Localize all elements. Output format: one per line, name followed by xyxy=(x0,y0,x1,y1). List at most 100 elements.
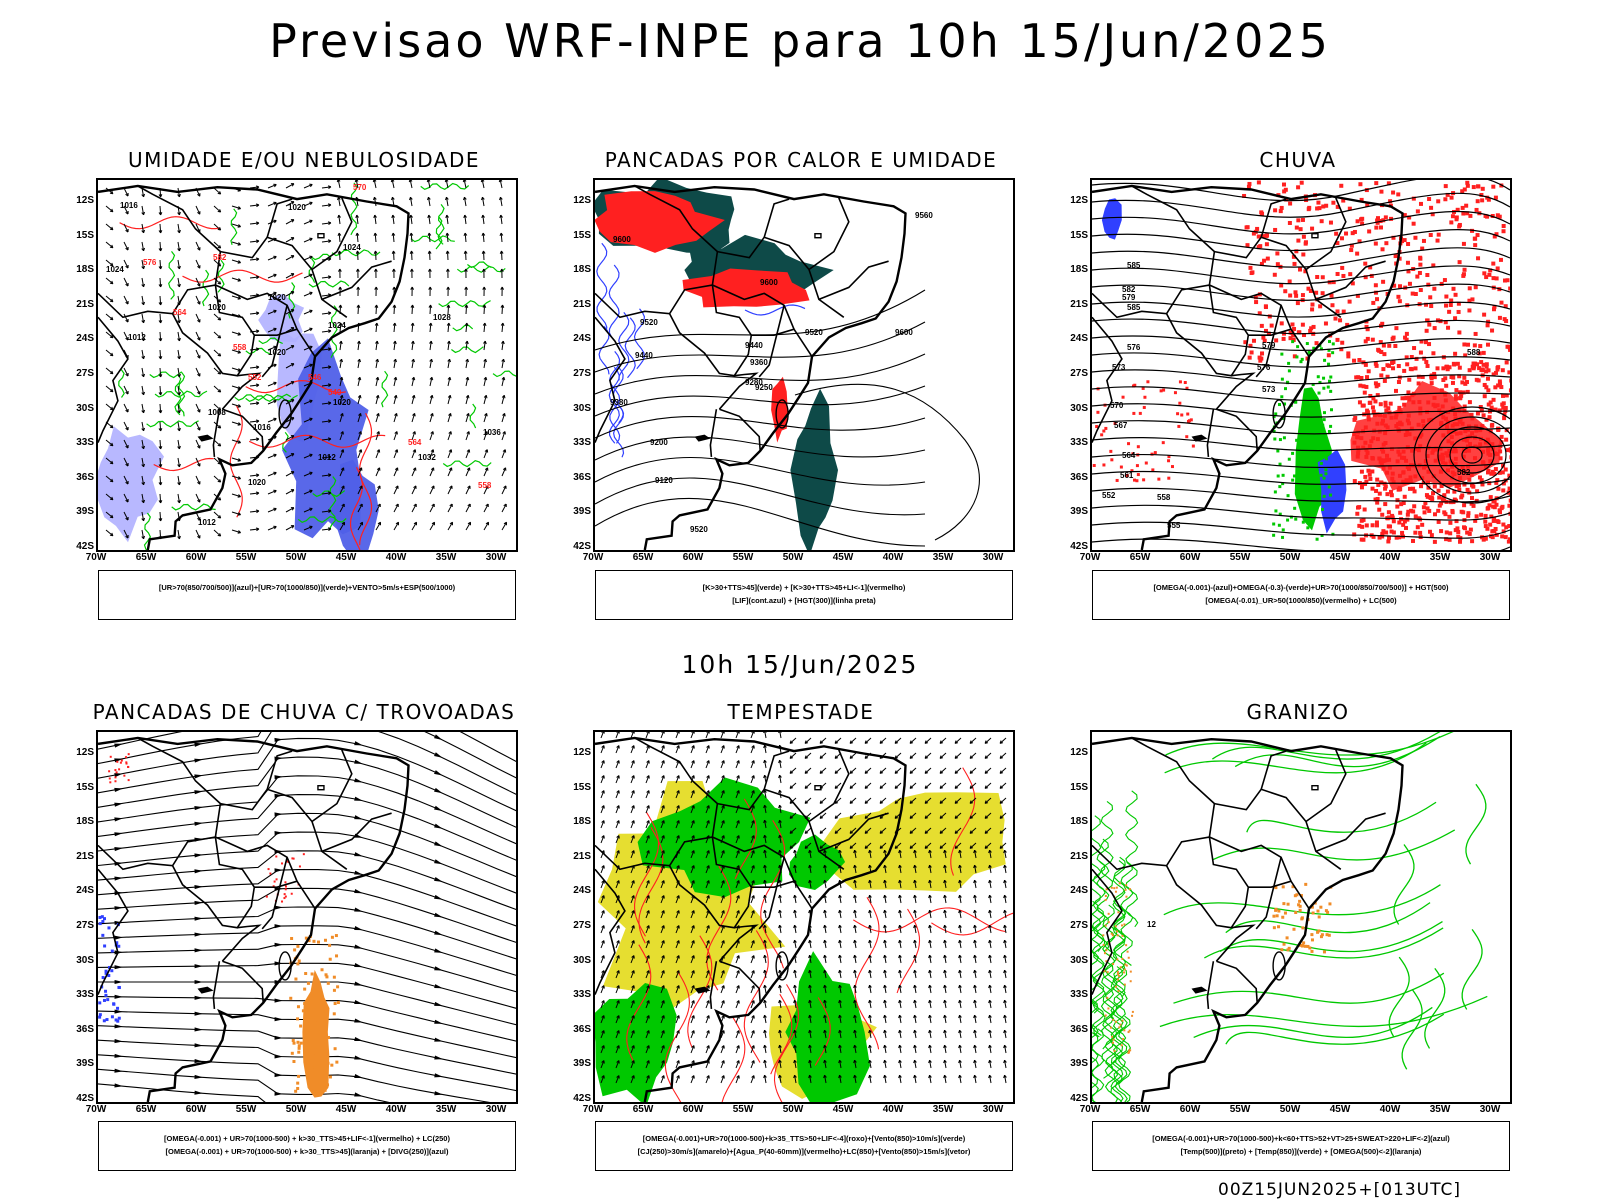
lat-tick-label: 24S xyxy=(1070,885,1088,897)
contour-label: 9520 xyxy=(805,328,823,337)
legend-line: [K>30+TTS>45](verde) + [K>30+TTS>45+LI<-… xyxy=(702,583,906,592)
lon-tick-label: 55W xyxy=(235,1104,257,1115)
lon-tick-label: 50W xyxy=(1279,1104,1301,1115)
contour-label: 9200 xyxy=(650,438,668,447)
contour-label: 1024 xyxy=(106,265,124,274)
contour-label: 9520 xyxy=(640,318,658,327)
lat-tick-label: 36S xyxy=(573,1023,591,1035)
contour-label: 585 xyxy=(1127,261,1141,270)
lat-tick-label: 12S xyxy=(573,747,591,758)
contour-label: 1020 xyxy=(208,303,226,312)
legend-pancadas-calor: [K>30+TTS>45](verde) + [K>30+TTS>45+LI<-… xyxy=(595,570,1013,620)
legend-chuva: [OMEGA(-0.001)-(azul)+OMEGA(-0.3)-(verde… xyxy=(1092,570,1510,620)
contour-label: 1020 xyxy=(248,478,266,487)
legend-tempestade: [OMEGA(-0.001)+UR>70(1000-500)+k>35_TTS>… xyxy=(595,1121,1013,1171)
lon-tick-label: 40W xyxy=(1379,1104,1401,1115)
contour-label: 579 xyxy=(1122,293,1136,302)
map-chuva: 585 582 579 576 573 570 567 564 561 558 555 552 588 5… xyxy=(1090,178,1512,552)
contour-label: 540 xyxy=(328,388,342,397)
lon-tick-label: 65W xyxy=(632,552,654,563)
legend-line: [OMEGA(-0.001)+UR>70(1000-500)+k>35_TTS>… xyxy=(642,1134,966,1143)
contour-label: 1032 xyxy=(418,453,436,462)
contour-label: 1020 xyxy=(268,348,286,357)
contour-label: 564 xyxy=(1122,451,1136,460)
lon-tick-label: 30W xyxy=(1479,1104,1501,1115)
lat-tick-label: 15S xyxy=(573,781,591,793)
lon-tick-label: 45W xyxy=(832,1104,854,1115)
lat-tick-label: 42S xyxy=(573,541,591,552)
map-pancadas-calor: 9560 9600 9600 9520 9440 9520 9600 9360 9440 9280… xyxy=(593,178,1015,552)
contour-label: 585 xyxy=(1127,303,1141,312)
contour-label: 576 xyxy=(1257,363,1271,372)
panel-title-chuva: CHUVA xyxy=(1259,148,1337,172)
contour-label: 9600 xyxy=(613,235,631,244)
panel-title-tempestade: TEMPESTADE xyxy=(727,700,875,724)
lat-tick-label: 24S xyxy=(76,885,94,897)
contour-label: 1016 xyxy=(253,423,271,432)
panel-title-granizo: GRANIZO xyxy=(1246,700,1350,724)
lat-tick-label: 21S xyxy=(573,850,591,862)
lat-tick-label: 24S xyxy=(76,333,94,345)
lat-tick-label: 33S xyxy=(1070,437,1088,449)
lat-tick-label: 15S xyxy=(1070,781,1088,793)
lon-tick-label: 35W xyxy=(435,1104,457,1115)
lat-tick-label: 42S xyxy=(1070,541,1088,552)
lat-tick-label: 33S xyxy=(573,989,591,1001)
lon-tick-label: 40W xyxy=(882,1104,904,1115)
legend-line: [OMEGA(-0.001)-(azul)+OMEGA(-0.3)-(verde… xyxy=(1153,583,1449,592)
lat-tick-label: 18S xyxy=(573,816,591,828)
lat-tick-label: 15S xyxy=(1070,229,1088,241)
lat-tick-label: 18S xyxy=(1070,816,1088,828)
legend-umidade: [UR>70(850/700/500)](azul)+[UR>70(1000/8… xyxy=(98,570,516,620)
panel-title-trovoadas: PANCADAS DE CHUVA C/ TROVOADAS xyxy=(92,700,516,724)
lon-tick-label: 45W xyxy=(1329,552,1351,563)
lon-tick-label: 30W xyxy=(982,552,1004,563)
lon-tick-label: 50W xyxy=(1279,552,1301,563)
contour-label: 555 xyxy=(1167,521,1181,530)
lon-tick-label: 60W xyxy=(682,552,704,563)
lat-tick-label: 42S xyxy=(76,1093,94,1104)
legend-trovoadas: [OMEGA(-0.001) + UR>70(1000-500) + k>30_… xyxy=(98,1121,516,1171)
contour-label: 576 xyxy=(143,258,157,267)
contour-label: 9560 xyxy=(915,211,933,220)
contour-label: 1016 xyxy=(120,201,138,210)
panel-title-pancadas-calor: PANCADAS POR CALOR E UMIDADE xyxy=(604,148,998,172)
lon-tick-label: 55W xyxy=(1229,1104,1251,1115)
lon-tick-label: 65W xyxy=(1129,1104,1151,1115)
lon-tick-label: 35W xyxy=(1429,552,1451,563)
contour-label: 558 xyxy=(478,481,492,490)
contour-label: 567 xyxy=(1114,421,1128,430)
lon-tick-label: 40W xyxy=(385,1104,407,1115)
lat-tick-label: 18S xyxy=(1070,264,1088,276)
lat-tick-label: 42S xyxy=(76,541,94,552)
contour-label: 9440 xyxy=(745,341,763,350)
lat-tick-label: 36S xyxy=(573,471,591,483)
lon-tick-label: 60W xyxy=(1179,1104,1201,1115)
lon-tick-label: 40W xyxy=(882,552,904,563)
contour-label: 12 xyxy=(1147,920,1156,929)
lat-tick-label: 12S xyxy=(76,747,94,758)
lon-tick-label: 70W xyxy=(85,1104,107,1115)
contour-label: 9280 xyxy=(745,378,763,387)
lat-tick-label: 21S xyxy=(1070,850,1088,862)
lat-tick-label: 27S xyxy=(1070,368,1088,379)
lat-tick-label: 21S xyxy=(76,850,94,862)
map-granizo: 12 xyxy=(1090,730,1512,1104)
lon-tick-label: 50W xyxy=(782,552,804,563)
lon-tick-label: 70W xyxy=(1079,1104,1101,1115)
lat-tick-label: 36S xyxy=(76,471,94,483)
lat-tick-label: 42S xyxy=(1070,1093,1088,1104)
lat-tick-label: 21S xyxy=(76,298,94,310)
contour-label: 582 xyxy=(213,253,227,262)
lat-tick-label: 39S xyxy=(76,1058,94,1070)
lat-tick-label: 18S xyxy=(76,264,94,276)
lon-tick-label: 50W xyxy=(285,552,307,563)
legend-granizo: [OMEGA(-0.001)+UR>70(1000-500)+k<60+TTS>… xyxy=(1092,1121,1510,1171)
legend-line: [LIF](cont.azul) + [HGT(300)](linha pret… xyxy=(732,596,876,605)
lon-tick-label: 70W xyxy=(85,552,107,563)
contour-label: 576 xyxy=(1127,343,1141,352)
lon-tick-label: 45W xyxy=(1329,1104,1351,1115)
lat-tick-label: 30S xyxy=(76,954,94,966)
lat-tick-label: 36S xyxy=(76,1023,94,1035)
lat-tick-label: 39S xyxy=(76,506,94,518)
